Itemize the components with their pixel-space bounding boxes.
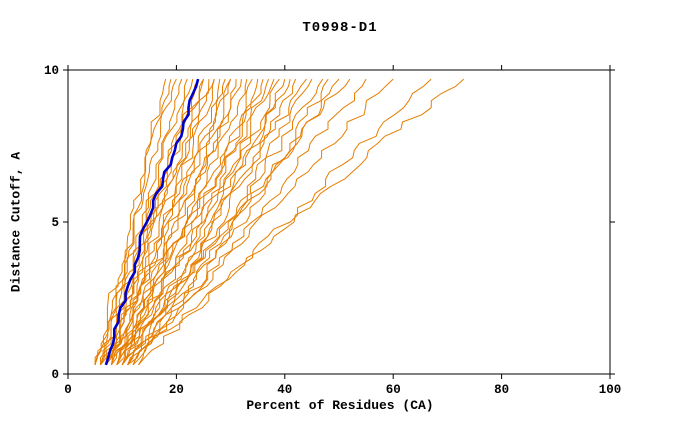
model-curve-8 [116,79,210,366]
x-axis-label: Percent of Residues (CA) [246,398,434,413]
reference-curve [104,78,200,366]
model-curve-14 [121,78,232,366]
model-curve-2 [100,78,183,365]
model-curve-37 [127,78,465,366]
model-curve-20 [110,79,259,366]
model-curve-23 [105,78,275,366]
y-tick-label: 10 [44,64,59,78]
x-tick-label: 100 [599,383,622,397]
model-curve-25 [132,78,286,366]
y-tick-label: 0 [51,368,59,382]
chart-title: T0998-D1 [302,20,378,36]
model-curve-33 [116,78,351,366]
model-curve-34 [132,78,367,366]
model-curve-1 [94,78,172,365]
model-curve-7 [105,78,204,366]
model-curve-4 [94,78,177,366]
model-curve-31 [138,78,329,366]
x-tick-label: 80 [494,383,509,397]
model-curve-24 [121,78,280,366]
model-curve-35 [121,78,394,366]
plot-border [67,69,611,375]
y-tick-label: 5 [51,216,59,230]
x-tick-label: 20 [169,383,184,397]
x-tick-label: 40 [277,383,292,397]
model-curve-26 [110,78,291,366]
model-curve-38 [100,78,167,366]
model-curve-13 [116,78,226,366]
x-tick-label: 60 [386,383,401,397]
x-tick-label: 0 [64,383,72,397]
model-curve-15 [100,78,232,366]
model-curve-19 [121,78,253,366]
model-curve-36 [138,78,432,366]
curves-group [94,78,465,366]
